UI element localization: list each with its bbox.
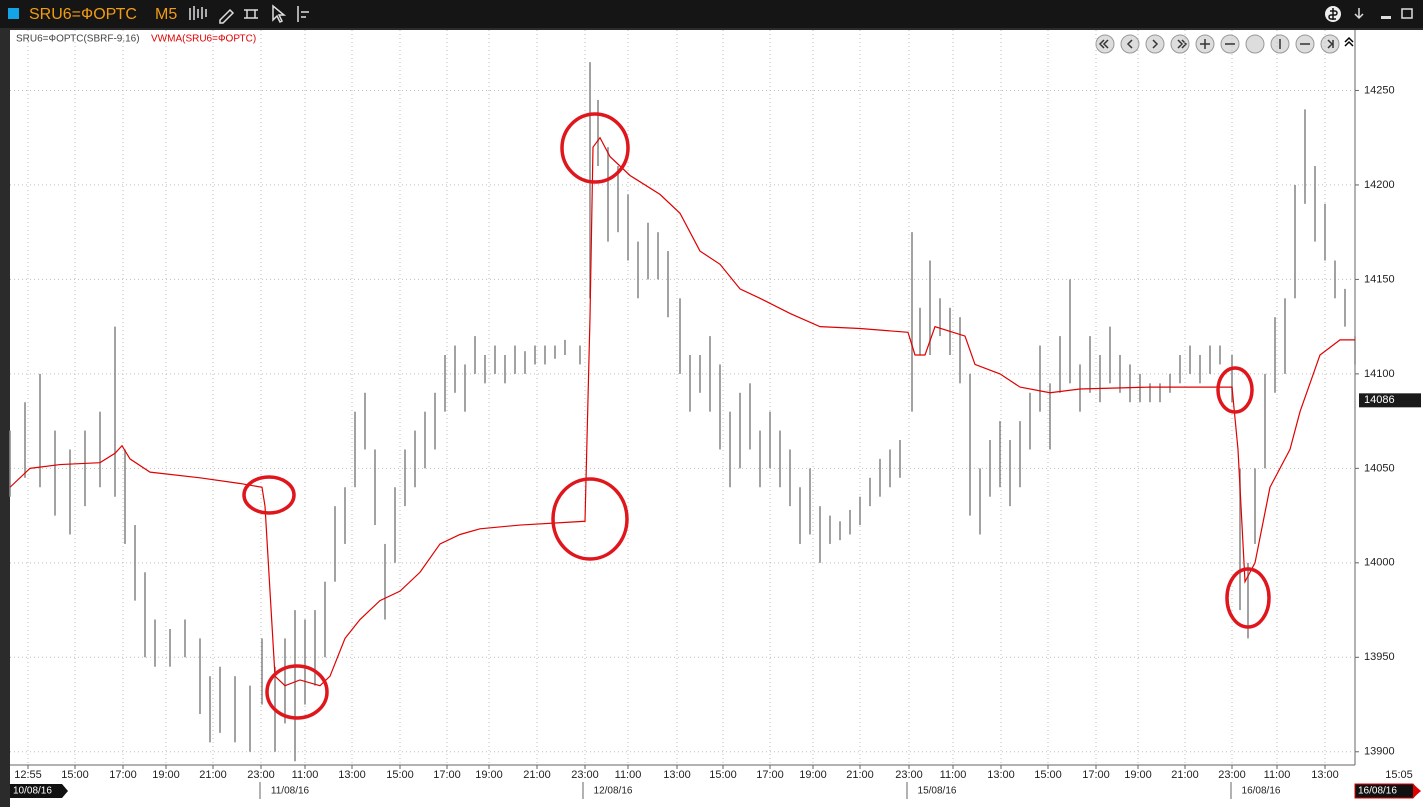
x-tick-label: 11:00 <box>1264 769 1291 781</box>
x-tick-label: 23:00 <box>895 769 923 781</box>
annotation-circle <box>265 664 329 720</box>
navigation-buttons <box>1095 34 1354 54</box>
x-tick-label: 12:55 <box>14 769 42 781</box>
annotation-circle <box>560 112 630 184</box>
x-tick-label: 19:00 <box>1124 769 1152 781</box>
nav-glyphs <box>1098 39 1334 49</box>
x-tick-label: 13:00 <box>1311 769 1339 781</box>
x-tick-label: 11:00 <box>292 769 319 781</box>
collapse-button[interactable] <box>1344 36 1354 47</box>
y-tick-label: 14200 <box>1364 179 1395 191</box>
maximize-button[interactable] <box>1401 8 1413 19</box>
date-label: 10/08/16 <box>13 786 52 797</box>
legend-price: SRU6=ФОРТС(SBRF-9.16) <box>16 34 140 45</box>
y-tick-label: 13950 <box>1364 651 1395 663</box>
layout-icon[interactable] <box>297 6 309 22</box>
x-tick-label: 19:00 <box>152 769 180 781</box>
candles-icon[interactable] <box>189 6 207 20</box>
x-tick-label: 13:00 <box>663 769 691 781</box>
minimize-button[interactable] <box>1381 16 1391 19</box>
annotations <box>242 112 1271 720</box>
x-tick-label: 21:00 <box>1171 769 1199 781</box>
plot-area <box>10 30 1355 765</box>
plot-layer: 13900 13950 14000 14050 14100 14150 14200 14250… <box>9 30 1421 799</box>
annotation-circle <box>242 475 296 515</box>
cursor-icon[interactable] <box>272 4 287 24</box>
nav-end[interactable] <box>1320 34 1340 54</box>
x-tick-label: 13:00 <box>987 769 1015 781</box>
x-tick-label: 15:05 <box>1385 769 1413 781</box>
nav-prev[interactable] <box>1120 34 1140 54</box>
toolbar-icons <box>189 4 309 24</box>
x-tick-label: 13:00 <box>338 769 366 781</box>
date-label: 11/08/16 <box>271 786 310 797</box>
date-label: 16/08/16 <box>1242 786 1281 797</box>
x-tick-label: 17:00 <box>433 769 461 781</box>
last-price-label: 14086 <box>1364 394 1395 406</box>
legend-vwma: VWMA(SRU6=ФОРТС) <box>151 34 256 45</box>
x-tick-label: 21:00 <box>846 769 874 781</box>
x-tick-label: 23:00 <box>571 769 599 781</box>
x-tick-label: 19:00 <box>799 769 827 781</box>
indicator-icon[interactable] <box>244 9 258 19</box>
x-tick-label: 15:00 <box>386 769 414 781</box>
date-label: 16/08/16 <box>1358 786 1397 797</box>
x-tick-label: 15:00 <box>61 769 89 781</box>
x-tick-label: 11:00 <box>615 769 642 781</box>
title-bar <box>0 0 1423 28</box>
window-icon <box>8 8 19 19</box>
x-tick-label: 23:00 <box>247 769 275 781</box>
download-button[interactable] <box>1354 8 1364 20</box>
x-tick-label: 15:00 <box>1034 769 1062 781</box>
annotation-circle <box>551 477 629 561</box>
vwma-line <box>9 136 1355 687</box>
date-marker <box>10 784 68 798</box>
x-tick-label: 23:00 <box>1218 769 1246 781</box>
date-label: 15/08/16 <box>918 786 957 797</box>
y-tick-label: 13900 <box>1364 746 1395 758</box>
x-tick-label: 17:00 <box>1082 769 1110 781</box>
y-tick-label: 14100 <box>1364 368 1395 380</box>
x-tick-label: 19:00 <box>475 769 503 781</box>
x-tick-label: 15:00 <box>709 769 737 781</box>
date-arrow <box>1413 784 1421 798</box>
zoom-fit[interactable] <box>1245 34 1265 54</box>
currency-glyph <box>1328 8 1338 20</box>
nav-next[interactable] <box>1145 34 1165 54</box>
x-tick-label: 17:00 <box>109 769 137 781</box>
annotation-circle <box>1225 567 1271 629</box>
annotation-circle <box>1216 366 1254 414</box>
y-tick-label: 14000 <box>1364 557 1395 569</box>
last-price-box <box>1359 393 1421 408</box>
time-axis <box>10 765 1423 807</box>
x-tick-label: 17:00 <box>756 769 784 781</box>
nav-last[interactable] <box>1170 34 1190 54</box>
timeframe[interactable]: M5 <box>155 6 177 23</box>
date-label: 12/08/16 <box>594 786 633 797</box>
x-tick-label: 21:00 <box>199 769 227 781</box>
x-tick-label: 21:00 <box>523 769 551 781</box>
x-tick-label: 11:00 <box>940 769 967 781</box>
y-tick-label: 14250 <box>1364 84 1395 96</box>
draw-icon[interactable] <box>219 8 235 24</box>
y-tick-label: 14050 <box>1364 462 1395 474</box>
y-tick-label: 14150 <box>1364 273 1395 285</box>
window-title: SRU6=ФОРТС <box>29 6 137 23</box>
